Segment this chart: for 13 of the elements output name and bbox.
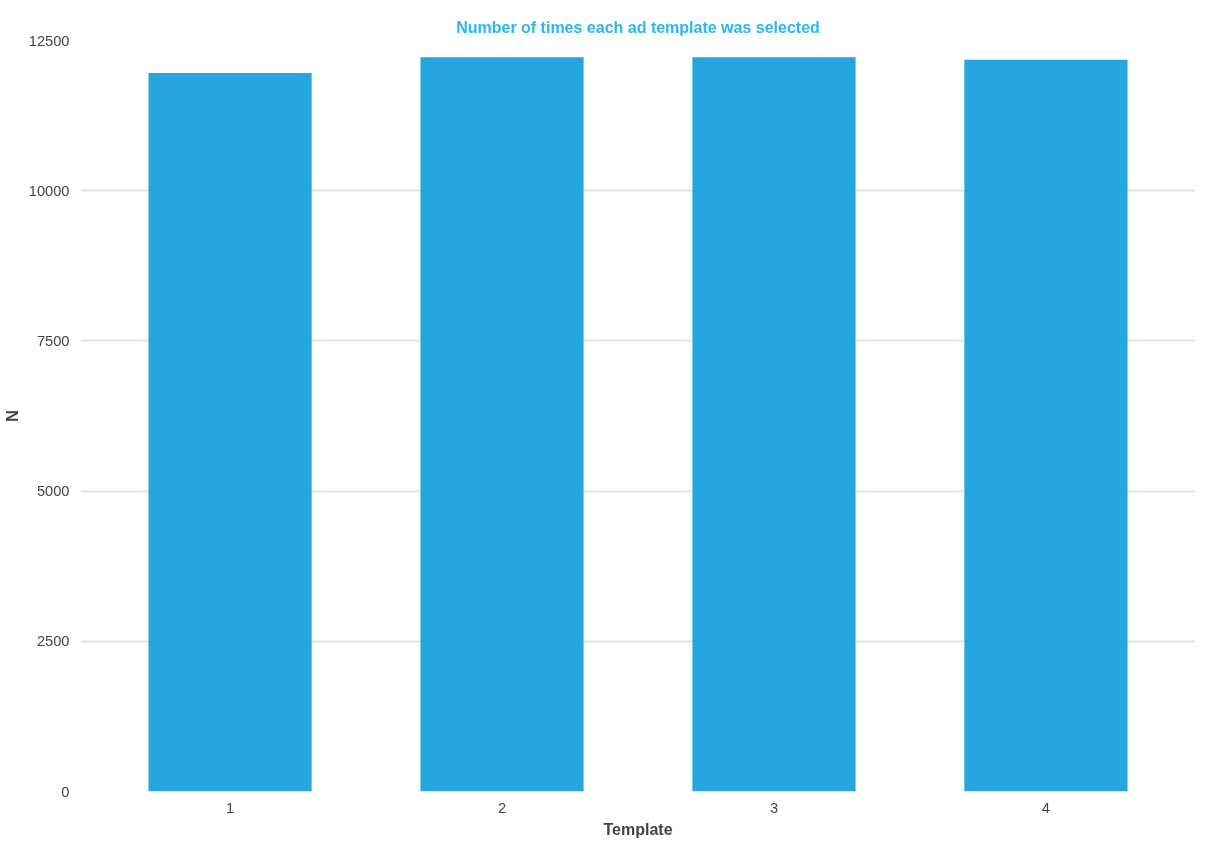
x-tick-label: 1	[226, 799, 235, 816]
y-tick-label: 12500	[28, 32, 70, 49]
y-tick-label: 5000	[36, 483, 70, 500]
y-tick-label: 7500	[36, 332, 70, 349]
y-axis-title: N	[3, 410, 21, 422]
chart-title: Number of times each ad template was selected	[456, 18, 820, 36]
x-tick-label: 3	[769, 799, 779, 816]
x-tick-label: 2	[497, 799, 507, 816]
x-axis-title: Template	[603, 820, 673, 838]
y-tick-label: 2500	[36, 633, 70, 650]
y-tick-label: 10000	[28, 182, 70, 199]
y-tick-label: 0	[61, 783, 70, 800]
x-tick-label: 4	[1041, 799, 1051, 816]
